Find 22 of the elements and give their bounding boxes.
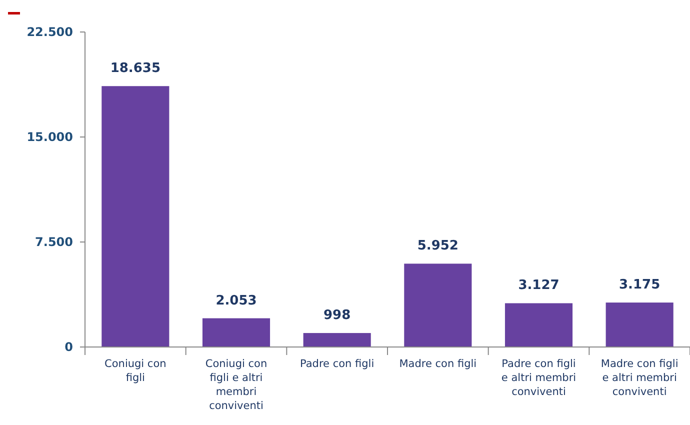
x-tick-label: Padre con figli	[300, 358, 374, 370]
x-tick-label: Coniugi con figli	[104, 358, 166, 384]
data-label: 18.635	[110, 61, 161, 76]
data-label: 3.175	[619, 278, 660, 293]
x-tick-label: Madre con figli e altri membri conviventi	[600, 358, 678, 398]
data-label: 5.952	[417, 238, 458, 254]
x-tick-label: Coniugi con figli e altri membri conviventi	[205, 358, 268, 412]
bar	[202, 318, 270, 347]
data-label: 3.127	[518, 278, 560, 294]
y-tick-label: 7.500	[35, 235, 73, 250]
y-tick-label: 22.500	[26, 25, 73, 40]
bar	[102, 86, 170, 347]
data-label: 2.053	[216, 293, 257, 308]
bar	[404, 264, 472, 347]
data-label: 998	[324, 308, 351, 324]
bar	[303, 333, 371, 347]
x-tick-label: Padre con figli e altri membri conviventi	[501, 358, 576, 398]
x-tick-label: Madre con figli	[399, 358, 477, 370]
bar	[504, 303, 573, 347]
y-tick-label: 0	[64, 340, 73, 354]
bar	[606, 302, 674, 347]
y-tick-label: 15.000	[26, 130, 73, 144]
